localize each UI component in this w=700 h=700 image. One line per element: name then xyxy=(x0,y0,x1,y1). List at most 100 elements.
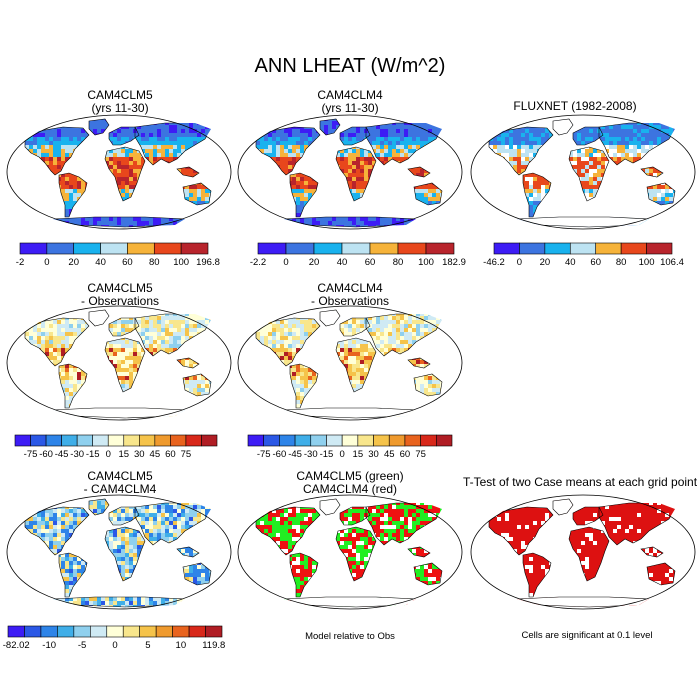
map-border xyxy=(6,494,232,610)
colorbar-tick-label: 40 xyxy=(95,257,106,268)
map-border xyxy=(470,114,696,230)
map-border xyxy=(237,494,463,610)
colorbar-tick-label: 30 xyxy=(134,449,145,460)
panel-title-line: (yrs 11-30) xyxy=(321,101,379,115)
colorbar-swatch xyxy=(46,242,75,255)
colorbar-swatch xyxy=(40,625,58,638)
panel-title-line: CAM4CLM5 xyxy=(87,469,153,483)
map-panel-green-red xyxy=(236,493,464,611)
colorbar-tick-label: 5 xyxy=(145,640,150,651)
map-grid-cells xyxy=(25,119,211,227)
colorbar-swatch xyxy=(493,242,520,255)
colorbar-swatch xyxy=(155,625,173,638)
colorbar-tick-label: -30 xyxy=(304,449,318,460)
map-border xyxy=(237,305,463,421)
map-svg xyxy=(6,494,232,610)
colorbar-swatch xyxy=(420,434,437,447)
colorbar-svg: -82.02 -10 -5 0 5 10 119.8 xyxy=(3,625,225,651)
colorbar-clm5-minus-obs: -75 -60 -45 -30 -15 0 15 30 45 60 75 xyxy=(14,434,218,460)
colorbar-tick-label: 0 xyxy=(340,449,345,460)
colorbar-tick-label: -82.02 xyxy=(3,640,30,651)
colorbar-swatch xyxy=(397,242,427,255)
colorbar-swatch xyxy=(373,434,390,447)
panel-title-line: (yrs 11-30) xyxy=(91,101,149,115)
colorbar-swatch xyxy=(100,242,128,255)
colorbar-tick-label: 75 xyxy=(181,449,192,460)
colorbar-swatch xyxy=(341,434,359,447)
colorbar-swatch xyxy=(425,242,455,255)
colorbar-swatch xyxy=(205,625,223,638)
colorbar-svg: -75 -60 -45 -30 -15 0 15 30 45 60 75 xyxy=(247,434,453,460)
colorbar-swatch xyxy=(188,625,206,638)
colorbar-swatch xyxy=(139,434,156,447)
panel-title-line: - Observations xyxy=(80,294,160,308)
panel-title-line: CAM4CLM4 (red) xyxy=(302,482,398,496)
colorbar-swatch xyxy=(357,434,374,447)
note-significance: Cells are significant at 0.1 level xyxy=(521,630,653,641)
colorbar-svg: -2.2 0 20 40 60 80 100 182.9 xyxy=(250,242,466,268)
colorbar-swatch xyxy=(107,434,125,447)
colorbar-swatch xyxy=(279,434,296,447)
colorbar-swatch xyxy=(341,242,371,255)
colorbar-tick-label: 0 xyxy=(106,449,111,460)
colorbar-swatch xyxy=(24,625,42,638)
colorbar-tick-label: 106.4 xyxy=(660,257,684,268)
panel-title-p7: CAM4CLM5 (green) CAM4CLM4 (red) xyxy=(270,470,430,496)
colorbar-cam4clm5: -2 0 20 40 60 80 100 196.8 xyxy=(16,242,220,268)
colorbar-swatch xyxy=(7,625,25,638)
colorbar-tick-label: -15 xyxy=(320,449,334,460)
map-border xyxy=(470,494,696,610)
colorbar-swatch xyxy=(61,434,78,447)
panel-title-line: - Observations xyxy=(310,294,390,308)
colorbar-tick-label: 75 xyxy=(415,449,426,460)
colorbar-tick-label: 60 xyxy=(400,449,411,460)
colorbar-tick-label: 45 xyxy=(384,449,395,460)
map-svg xyxy=(470,114,696,230)
panel-title-line: FLUXNET (1982-2008) xyxy=(513,99,637,113)
colorbar-swatch xyxy=(73,625,91,638)
colorbar-tick-label: 119.8 xyxy=(202,640,225,651)
colorbar-swatch xyxy=(76,434,93,447)
colorbar-tick-label: 15 xyxy=(353,449,364,460)
colorbar-swatch xyxy=(257,242,287,255)
colorbar-swatch xyxy=(326,434,343,447)
figure-title: ANN LHEAT (W/m^2) xyxy=(254,55,446,77)
panel-title-line: T-Test of two Case means at each grid po… xyxy=(462,475,698,489)
colorbar-swatch xyxy=(90,625,108,638)
colorbar-swatch xyxy=(519,242,546,255)
colorbar-swatch xyxy=(122,625,140,638)
colorbar-tick-label: 182.9 xyxy=(442,257,466,268)
map-panel-clm5-minus-obs xyxy=(5,304,233,422)
colorbar-tick-label: 20 xyxy=(540,257,551,268)
colorbar-tick-label: -45 xyxy=(288,449,302,460)
panel-title-p8: T-Test of two Case means at each grid po… xyxy=(462,476,698,489)
colorbar-swatch xyxy=(123,434,140,447)
colorbar-tick-label: 80 xyxy=(393,257,404,268)
colorbar-tick-label: 15 xyxy=(118,449,129,460)
colorbar-tick-label: 20 xyxy=(309,257,320,268)
colorbar-svg: -75 -60 -45 -30 -15 0 15 30 45 60 75 xyxy=(14,434,218,460)
colorbar-swatch xyxy=(569,242,597,255)
colorbar-tick-label: 60 xyxy=(590,257,601,268)
panel-title-p1: CAM4CLM5 (yrs 11-30) xyxy=(40,89,200,115)
colorbar-tick-label: 40 xyxy=(565,257,576,268)
colorbar-swatch xyxy=(388,434,406,447)
colorbar-tick-label: -60 xyxy=(39,449,53,460)
note-model-relative: Model relative to Obs xyxy=(305,631,395,642)
map-panel-fluxnet xyxy=(469,113,697,231)
panel-title-p4: CAM4CLM5 - Observations xyxy=(40,282,200,308)
panel-title-p3: FLUXNET (1982-2008) xyxy=(495,100,655,113)
colorbar-tick-label: 0 xyxy=(283,257,288,268)
colorbar-cam4clm4: -2.2 0 20 40 60 80 100 182.9 xyxy=(250,242,466,268)
panel-title-line: CAM4CLM4 xyxy=(317,88,383,102)
map-grid-cells xyxy=(256,499,442,607)
colorbar-swatch xyxy=(170,434,187,447)
colorbar-swatch xyxy=(14,434,31,447)
colorbar-swatch xyxy=(127,242,155,255)
colorbar-tick-label: 80 xyxy=(149,257,160,268)
map-svg xyxy=(6,114,232,230)
colorbar-tick-label: -45 xyxy=(55,449,69,460)
colorbar-swatch xyxy=(73,242,101,255)
panel-title-p5: CAM4CLM4 - Observations xyxy=(270,282,430,308)
panel-title-p2: CAM4CLM4 (yrs 11-30) xyxy=(270,89,430,115)
